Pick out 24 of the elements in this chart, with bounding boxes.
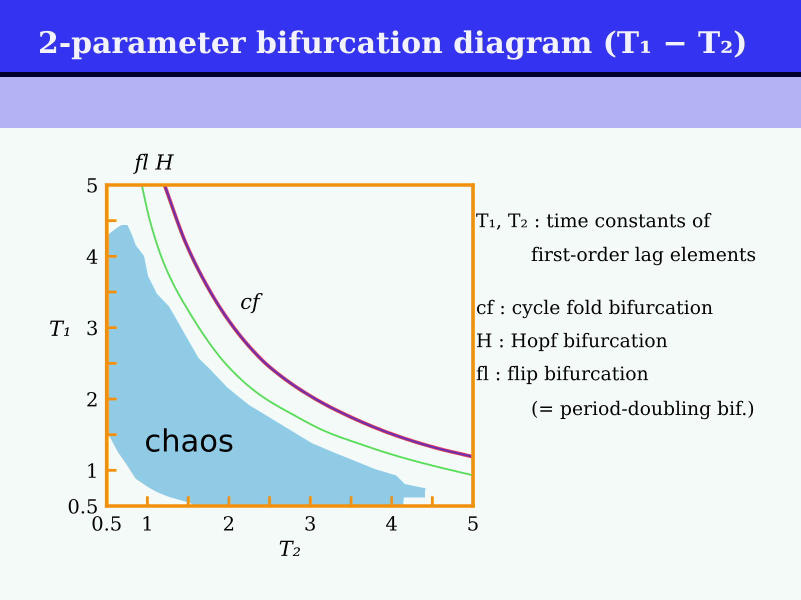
text: (= period-doubling bif.) bbox=[532, 400, 754, 420]
text: fl : flip bifurcation bbox=[476, 366, 648, 384]
chart-title: 2-parameter bifurcation diagram (T₁ − T₂) bbox=[40, 30, 745, 60]
x-tick-label: 3 bbox=[305, 516, 315, 531]
y-tick-label: 2 bbox=[87, 392, 96, 406]
y-tick-label: 0.5 bbox=[68, 498, 97, 514]
y-tick-label: 3 bbox=[87, 320, 97, 336]
series-label: fl bbox=[133, 154, 148, 174]
text: cf : cycle fold bifurcation bbox=[476, 300, 713, 318]
text: first-order lag elements bbox=[532, 246, 756, 266]
annotation: cf bbox=[241, 293, 263, 314]
y-tick-label: 1 bbox=[88, 463, 96, 478]
annotation: chaos bbox=[146, 428, 232, 452]
y-tick-label: 5 bbox=[88, 178, 97, 193]
x-tick-label: 2 bbox=[224, 516, 234, 530]
x-tick-label: 5 bbox=[468, 516, 478, 531]
y-tick-label: 4 bbox=[86, 249, 98, 264]
text: H : Hopf bifurcation bbox=[477, 332, 668, 352]
x-axis-title: T₂ bbox=[280, 540, 300, 556]
y-axis-title: T₁ bbox=[50, 320, 70, 336]
text: T₁, T₂ : time constants of bbox=[476, 212, 712, 230]
x-tick-label: 1 bbox=[144, 516, 151, 530]
series-label: H bbox=[155, 154, 174, 170]
x-tick-label: 4 bbox=[386, 516, 397, 530]
